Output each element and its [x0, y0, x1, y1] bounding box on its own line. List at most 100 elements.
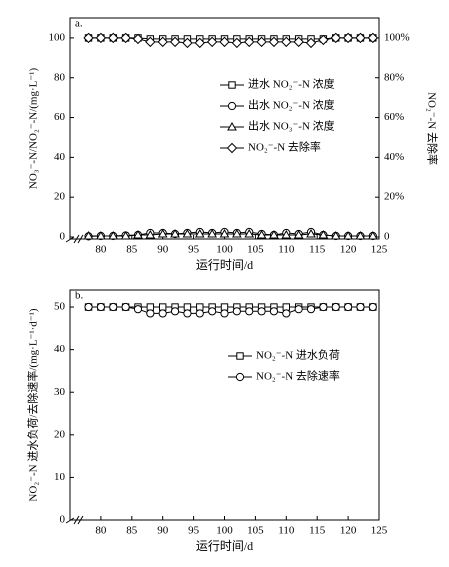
x-tick-label: 85 [126, 244, 138, 256]
marker [183, 309, 192, 318]
axis-break [65, 236, 75, 243]
marker [158, 309, 167, 318]
marker [170, 229, 180, 238]
marker [83, 231, 94, 240]
marker [227, 121, 237, 131]
x-tick-label: 105 [247, 244, 264, 256]
marker [109, 302, 118, 312]
x-tick-label: 95 [188, 525, 200, 537]
marker [194, 229, 205, 238]
y2-tick-label: 0 [384, 231, 390, 243]
axis-break [73, 515, 84, 525]
marker [268, 36, 280, 48]
x-tick-label: 100 [216, 525, 233, 537]
marker [208, 307, 217, 316]
marker [133, 230, 143, 239]
x-tick-label: 105 [247, 525, 264, 537]
legend-label: 出水 NO₃⁻-N 浓度 [248, 119, 335, 133]
y2-tick-label: 60% [384, 111, 404, 123]
marker [219, 229, 230, 238]
marker [344, 302, 353, 312]
marker [108, 231, 119, 240]
marker [343, 231, 353, 240]
y2-tick-label: 80% [384, 71, 404, 83]
x-tick-label: 120 [340, 525, 357, 537]
marker [220, 309, 229, 318]
marker [120, 32, 131, 44]
y2-tick-label: 20% [384, 191, 404, 203]
y2-axis-label: NO₂⁻-N 去除率 [425, 92, 439, 165]
x-tick-label: 115 [309, 525, 326, 537]
marker [244, 229, 255, 238]
y-axis-label: NO₃⁻-N/NO₂⁻-N/(mg·L⁻¹) [28, 68, 40, 190]
x-tick-label: 80 [95, 244, 107, 256]
y2-tick-label: 40% [384, 151, 404, 163]
series-line [88, 306, 373, 314]
marker [182, 37, 193, 49]
marker [269, 307, 279, 316]
marker [281, 230, 292, 239]
y-tick-label: 0 [60, 514, 66, 526]
marker [367, 32, 379, 44]
marker [282, 303, 291, 311]
marker [331, 302, 340, 312]
marker [159, 303, 167, 311]
marker [256, 36, 267, 48]
marker [281, 36, 292, 48]
y-tick-label: 40 [54, 343, 66, 355]
axis-break [73, 234, 84, 244]
marker [96, 231, 106, 240]
marker [183, 303, 192, 311]
x-tick-label: 90 [157, 525, 169, 537]
marker [306, 229, 316, 238]
marker [207, 229, 218, 238]
marker [294, 305, 303, 314]
x-tick-label: 125 [371, 525, 388, 537]
marker [293, 230, 304, 239]
marker [356, 302, 365, 312]
y2-tick-label: 100% [384, 31, 410, 43]
panel-label: b. [75, 290, 84, 302]
legend-label: 出水 NO₂⁻-N 浓度 [248, 98, 335, 112]
x-tick-label: 115 [309, 244, 326, 256]
marker [132, 33, 144, 45]
marker [182, 229, 193, 238]
x-tick-label: 110 [278, 244, 295, 256]
marker [133, 305, 143, 314]
marker [146, 309, 155, 318]
y-tick-label: 30 [54, 386, 66, 398]
marker [355, 231, 366, 240]
marker [96, 302, 106, 312]
marker [235, 372, 245, 382]
y-tick-label: 100 [49, 31, 66, 43]
marker [330, 231, 341, 240]
y-tick-label: 0 [60, 231, 66, 243]
marker [231, 37, 243, 49]
marker [318, 230, 329, 239]
marker [196, 303, 204, 311]
marker [342, 32, 354, 44]
y-tick-label: 20 [54, 428, 66, 440]
marker [220, 303, 229, 311]
marker [83, 32, 94, 44]
x-tick-label: 80 [95, 525, 107, 537]
marker [145, 230, 156, 239]
marker [120, 231, 131, 240]
x-tick-label: 90 [157, 244, 169, 256]
y-tick-label: 20 [54, 191, 66, 203]
marker [169, 36, 181, 48]
marker [257, 307, 266, 316]
y-tick-label: 50 [54, 301, 66, 313]
y-tick-label: 80 [54, 71, 66, 83]
marker [232, 307, 241, 316]
marker [244, 36, 255, 48]
marker [84, 302, 93, 312]
legend-label: NO₂⁻-N 去除速率 [256, 369, 340, 383]
y-tick-label: 10 [54, 471, 66, 483]
marker [269, 230, 279, 239]
marker [226, 142, 238, 154]
marker [330, 32, 341, 44]
marker [236, 352, 244, 360]
y-tick-label: 40 [54, 151, 66, 163]
